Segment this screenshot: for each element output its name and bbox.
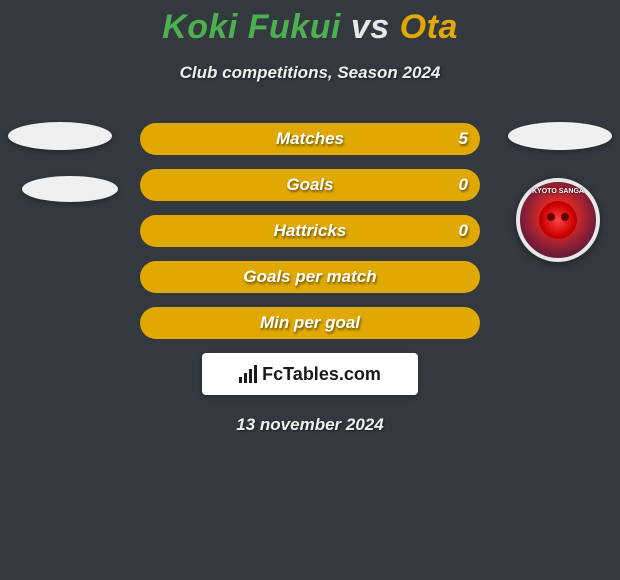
stat-bar-min-per-goal: Min per goal xyxy=(140,307,480,339)
stat-label: Matches xyxy=(276,129,344,149)
stat-label: Goals per match xyxy=(243,267,376,287)
player2-name: Ota xyxy=(400,8,458,46)
logo-text: FcTables.com xyxy=(262,364,381,385)
crest-emblem-icon xyxy=(539,201,577,239)
avatar-placeholder-left-2 xyxy=(22,176,118,202)
crest-text: KYOTO SANGA xyxy=(520,188,596,195)
stat-label: Hattricks xyxy=(274,221,347,241)
stat-right-value: 5 xyxy=(459,129,468,149)
logo-text-container: FcTables.com xyxy=(239,364,381,385)
team-crest: KYOTO SANGA xyxy=(516,178,600,262)
stat-label: Goals xyxy=(286,175,333,195)
stat-bar-goals: Goals 0 xyxy=(140,169,480,201)
stat-bar-hattricks: Hattricks 0 xyxy=(140,215,480,247)
subtitle: Club competitions, Season 2024 xyxy=(0,63,620,83)
vs-text: vs xyxy=(351,8,390,46)
bar-chart-icon xyxy=(239,365,257,383)
avatar-placeholder-left-1 xyxy=(8,122,112,150)
stat-right-value: 0 xyxy=(459,175,468,195)
stat-label: Min per goal xyxy=(260,313,360,333)
page-title: Koki Fukui vs Ota xyxy=(0,0,620,47)
avatar-placeholder-right xyxy=(508,122,612,150)
fctables-logo[interactable]: FcTables.com xyxy=(202,353,418,395)
stat-right-value: 0 xyxy=(459,221,468,241)
date-text: 13 november 2024 xyxy=(0,415,620,435)
player1-name: Koki Fukui xyxy=(162,8,341,46)
stat-bar-matches: Matches 5 xyxy=(140,123,480,155)
stat-bar-goals-per-match: Goals per match xyxy=(140,261,480,293)
